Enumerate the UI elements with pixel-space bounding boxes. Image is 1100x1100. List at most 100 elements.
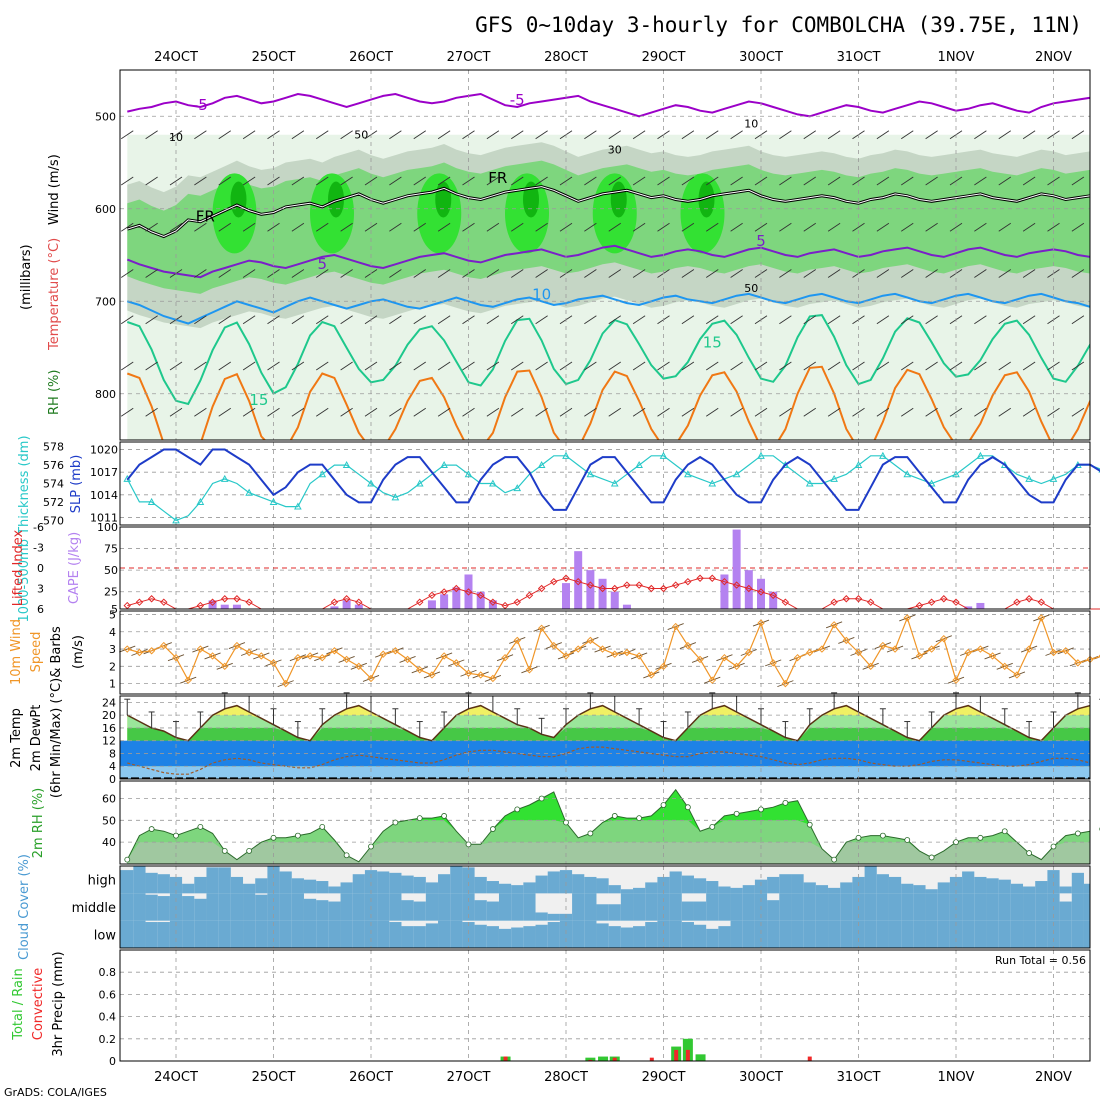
wind-speed-marker — [147, 647, 156, 655]
cloud-bar-middle — [498, 893, 512, 921]
cloud-bar-low — [584, 920, 597, 948]
lifted-index-marker — [562, 574, 570, 582]
rh2m-panel: 40 50 60 2m RH (%) — [31, 780, 1100, 865]
wind-barb — [925, 315, 938, 325]
credit-text: GrADS: COLA/IGES — [4, 1086, 107, 1099]
cape-bar — [769, 591, 778, 609]
wind-speed-marker — [391, 647, 400, 655]
wind-barb — [1096, 316, 1100, 324]
wind-barb — [779, 407, 792, 417]
wind-barb — [291, 222, 305, 232]
cloud-bar-high — [901, 883, 914, 894]
cloud-bar-middle — [986, 893, 999, 921]
date-label-top: 28OCT — [544, 50, 588, 65]
cloud-bar-low — [352, 920, 365, 948]
cloud-bar-high — [1010, 883, 1024, 894]
wind-barb — [876, 130, 890, 140]
wind-barb — [681, 176, 695, 186]
wind-speed-line — [127, 616, 1100, 685]
cloud-bar-high — [925, 889, 938, 894]
cloud-bar-high — [620, 889, 634, 894]
wind-speed-marker — [952, 676, 960, 684]
wind-barb — [706, 315, 719, 325]
wind-barb — [584, 222, 597, 232]
wind-barb — [925, 361, 938, 371]
cloud-bar-high — [803, 882, 816, 894]
precip-ylabel-part: Convective — [31, 968, 46, 1041]
wind-barb — [803, 130, 816, 140]
slp-line — [126, 448, 1100, 511]
wind-barb — [486, 176, 500, 186]
lifted-index-marker — [1013, 598, 1021, 606]
cloud-bar-high — [206, 867, 219, 894]
ylabel-precip: 3hr Precip (mm) — [51, 951, 66, 1056]
wind-speed-marker — [306, 652, 314, 660]
cloud-bar-high — [693, 878, 707, 894]
wind-barb — [706, 176, 719, 186]
lifted-index-marker — [940, 595, 948, 603]
cloud-bar-high — [645, 882, 658, 894]
wind-speed-marker — [818, 645, 826, 653]
wind-barb — [194, 269, 207, 278]
cape-bar — [964, 606, 973, 609]
wind-tick-label: 5 — [109, 608, 116, 621]
wind-barb — [1022, 176, 1036, 186]
cloud-bar-high — [279, 871, 292, 894]
rh2m-marker — [636, 815, 643, 822]
rh2m-tick-label: 50 — [102, 814, 116, 827]
wind-barb — [169, 176, 183, 186]
wind-barb — [389, 130, 402, 140]
thickness-marker — [1049, 474, 1058, 482]
pressure-tick-label: 500 — [95, 110, 116, 123]
cloud-bar-high — [1047, 870, 1060, 894]
cloud-bar-high — [584, 876, 597, 894]
contour-label: 15 — [703, 334, 722, 352]
wind-barb — [584, 315, 597, 325]
wind-barb — [145, 130, 158, 140]
cloud-bar-low — [486, 926, 499, 948]
cloud-bar-middle — [779, 893, 792, 921]
cloud-bar-middle — [633, 893, 646, 921]
wind-barb — [974, 315, 987, 325]
cloud-bar-middle — [352, 893, 365, 921]
cloud-bar-middle — [194, 898, 207, 921]
rh2m-marker — [1074, 830, 1081, 837]
wind-speed-marker — [233, 641, 241, 650]
cloud-bar-low — [1071, 920, 1084, 948]
wind-speed-marker — [172, 653, 180, 662]
thickness-marker — [732, 470, 741, 478]
thickness-marker — [391, 493, 400, 501]
slp-tick-label: 1014 — [90, 489, 118, 502]
wind-barb — [316, 407, 329, 417]
wind-barb — [121, 130, 134, 140]
wind-barb — [559, 407, 573, 417]
wind-barb — [340, 176, 353, 186]
cloud-bar-low — [767, 920, 780, 948]
wind-barb — [632, 130, 646, 140]
cloud-bar-high — [937, 882, 950, 894]
panel-frame — [119, 610, 1091, 695]
wind-barb — [389, 222, 402, 232]
cloud-bar-high — [730, 887, 743, 894]
upper-air-ylabel: RH (%) Temperature (°C) Wind (m/s) — [47, 154, 62, 415]
temp2m-plot — [120, 704, 1090, 779]
slp-tick-label: 1011 — [90, 511, 118, 524]
isotherm-5 — [126, 244, 1090, 279]
cloud-bar-high — [120, 870, 134, 894]
wind-barb — [827, 130, 841, 140]
wind-barb — [632, 222, 646, 232]
cloud-bar-high — [1035, 881, 1048, 894]
wind-barb — [145, 315, 158, 325]
dewpt-line — [127, 746, 1090, 775]
contour-label: 50 — [744, 282, 758, 295]
rh2m-marker — [660, 802, 667, 808]
wind-barb — [1022, 407, 1036, 417]
temp2m-ylabel-part: (6hr Min/Max) (°C) — [49, 678, 64, 798]
cloud-bar-middle — [596, 904, 609, 921]
wind-barb — [413, 222, 426, 232]
cloud-bar-high — [706, 881, 719, 894]
cloud-bar-middle — [998, 893, 1011, 921]
wind-barb — [998, 269, 1011, 278]
cloud-bar-middle — [243, 893, 256, 921]
lifted-index-marker — [513, 598, 521, 606]
